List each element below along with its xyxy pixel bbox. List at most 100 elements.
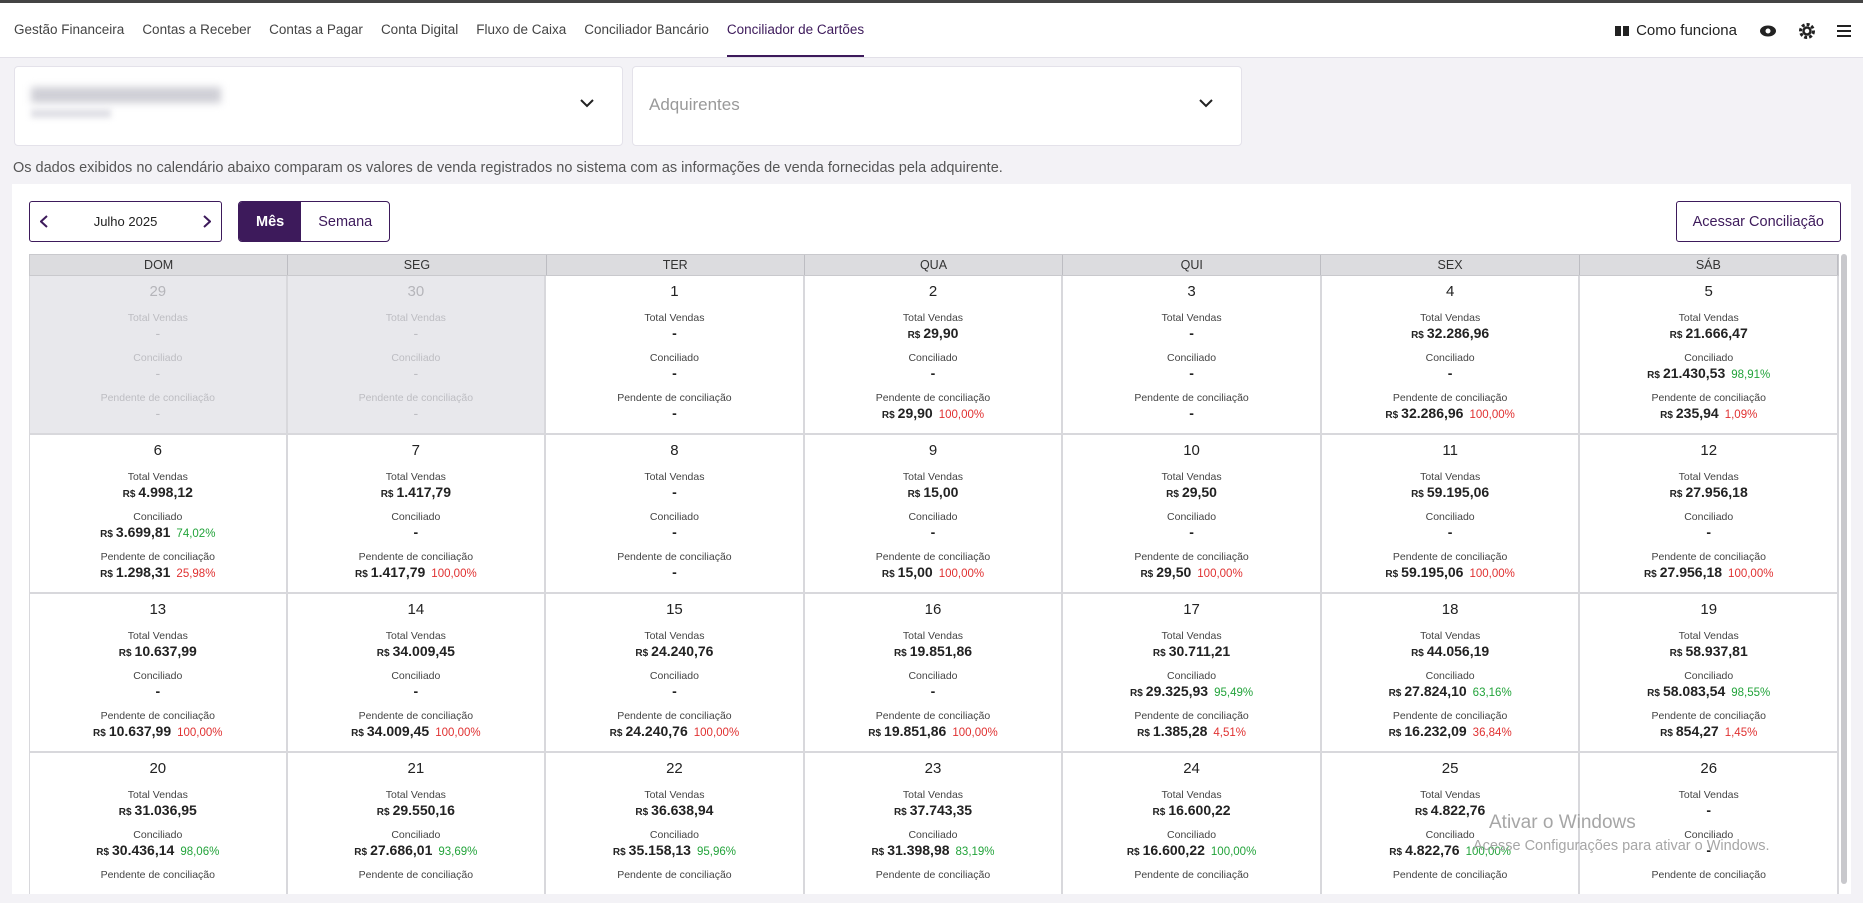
value: 29.550,16 [392, 802, 455, 818]
nav-item[interactable]: Fluxo de Caixa [476, 21, 567, 37]
empty-value: - [1706, 524, 1712, 540]
amount: R$ 16.232,09 36,84% [1322, 723, 1579, 748]
nav-item[interactable]: Contas a Pagar [269, 21, 363, 37]
weekday: QUA [805, 255, 1064, 275]
currency: R$ [1647, 688, 1660, 699]
amount: R$ 44.056,19 [1322, 643, 1579, 668]
empty-value: - [930, 365, 936, 381]
day-cell[interactable]: 12 Total Vendas R$ 27.956,18 Conciliado - Pend… [1580, 435, 1839, 594]
percentage: 100,00% [1197, 568, 1243, 580]
amount: - [288, 365, 545, 390]
nav-item[interactable]: Conciliador de Cartões [726, 3, 865, 57]
help-link[interactable]: Como funciona [1615, 22, 1737, 39]
day-cell[interactable]: 13 Total Vendas R$ 10.637,99 Conciliado - Pend… [29, 594, 288, 753]
value: 29.325,93 [1145, 683, 1209, 699]
value: 34.009,45 [366, 723, 430, 739]
amount: R$ 854,27 1,45% [1580, 723, 1837, 748]
value: 30.711,21 [1168, 643, 1231, 659]
prev-month[interactable] [40, 215, 48, 228]
settings-icon[interactable] [1799, 22, 1815, 39]
percentage: 93,69% [438, 846, 478, 858]
nav-item[interactable]: Conta Digital [380, 21, 459, 37]
nav-item[interactable]: Contas a Receber [142, 21, 252, 37]
day-cell[interactable]: 9 Total Vendas R$ 15,00 Conciliado - Pendente … [804, 435, 1064, 594]
day-cell[interactable]: 29 Total Vendas - Conciliado - Pendente de co… [29, 276, 288, 435]
day-cell[interactable]: 7 Total Vendas R$ 1.417,79 Conciliado - Penden… [287, 435, 547, 594]
day-cell[interactable]: 8 Total Vendas - Conciliado - Pendente de con… [546, 435, 805, 594]
label: Conciliado [649, 829, 699, 841]
day-cell[interactable]: 16 Total Vendas R$ 19.851,86 Conciliado - Pend… [804, 594, 1064, 753]
amount: R$ 27.956,18 100,00% [1580, 564, 1837, 589]
nav-item[interactable]: Gestão Financeira [14, 21, 125, 37]
value: 34.009,45 [392, 643, 455, 659]
access-button[interactable]: Acessar Conciliação [1675, 201, 1841, 242]
day-cell[interactable]: 17 Total Vendas R$ 30.711,21 Conciliado R$ 29.… [1063, 594, 1322, 753]
view-option[interactable]: Semana [318, 213, 373, 230]
weekday: QUI [1063, 255, 1322, 275]
day-cell[interactable]: 30 Total Vendas - Conciliado - Pendente de co… [287, 276, 547, 435]
day-cell[interactable]: 23 Total Vendas R$ 37.743,35 Conciliado R$ 31.… [805, 753, 1064, 894]
currency: R$ [1660, 410, 1673, 421]
currency: R$ [118, 807, 132, 818]
day-cell[interactable]: 15 Total Vendas R$ 24.240,76 Conciliado - Pend… [546, 594, 805, 753]
label: Conciliado [391, 829, 441, 841]
weekday: DOM [30, 255, 289, 275]
acquirer-select[interactable]: Adquirentes [632, 66, 1242, 146]
label: Pendente de conciliação [100, 551, 215, 563]
percentage: 1,09% [1724, 409, 1758, 421]
amount: R$ 16.600,22 [1063, 802, 1320, 827]
day-cell[interactable]: 10 Total Vendas R$ 29,50 Conciliado - Pendente… [1063, 435, 1322, 594]
label: Conciliado [133, 352, 183, 364]
day-cell[interactable]: 11 Total Vendas R$ 59.195,06 Conciliado - Pend… [1321, 435, 1581, 594]
day-cell[interactable]: 1 Total Vendas - Conciliado - Pendente de con… [546, 276, 805, 435]
value: 16.600,22 [1168, 802, 1231, 818]
company-select[interactable] [14, 66, 623, 146]
value: 29,50 [1181, 484, 1217, 500]
amount: - [1063, 365, 1320, 390]
currency: R$ [907, 489, 921, 500]
currency: R$ [609, 728, 623, 739]
nav-item[interactable]: Conciliador Bancário [584, 21, 709, 37]
currency: R$ [1411, 489, 1424, 500]
day-cell[interactable]: 26 Total Vendas - Conciliado - Pendente de co… [1580, 753, 1839, 894]
empty-value: - [930, 683, 936, 699]
day-cell[interactable]: 6 Total Vendas R$ 4.998,12 Conciliado R$ 3.699… [29, 435, 288, 594]
day-cell[interactable]: 19 Total Vendas R$ 58.937,81 Conciliado R$ 58.… [1580, 594, 1839, 753]
label: Pendente de conciliação [358, 551, 474, 563]
value: 58.937,81 [1685, 643, 1748, 659]
day-cell[interactable]: 5 Total Vendas R$ 21.666,47 Conciliado R$ 21.4… [1580, 276, 1839, 435]
label: Pendente de conciliação [617, 392, 732, 404]
day-cell[interactable]: 21 Total Vendas R$ 29.550,16 Conciliado R$ 27.… [288, 753, 547, 894]
day-cell[interactable]: 18 Total Vendas R$ 44.056,19 Conciliado R$ 27.… [1321, 594, 1581, 753]
day-cell[interactable]: 24 Total Vendas R$ 16.600,22 Conciliado R$ 16.… [1063, 753, 1322, 894]
currency: R$ [1669, 648, 1683, 659]
day-number: 12 [1700, 442, 1718, 459]
value: 27.824,10 [1404, 683, 1467, 699]
amount: - [288, 325, 545, 350]
day-cell[interactable]: 4 Total Vendas R$ 32.286,96 Conciliado - Pende… [1321, 276, 1581, 435]
next-month[interactable] [203, 215, 211, 228]
label: Pendente de conciliação [1651, 551, 1766, 563]
view-option[interactable]: Mês [239, 202, 302, 241]
day-cell[interactable]: 22 Total Vendas R$ 36.638,94 Conciliado R$ 35.… [546, 753, 805, 894]
eye-icon[interactable] [1759, 24, 1777, 38]
day-cell[interactable]: 2 Total Vendas R$ 29,90 Conciliado - Pendente … [804, 276, 1064, 435]
day-cell[interactable]: 14 Total Vendas R$ 34.009,45 Conciliado - Pend… [287, 594, 547, 753]
day-cell[interactable]: 25 Total Vendas R$ 4.822,76 Conciliado R$ 4.82… [1322, 753, 1581, 894]
day-cell[interactable]: 20 Total Vendas R$ 31.036,95 Conciliado R$ 30.… [29, 753, 288, 894]
day-number: 15 [666, 601, 683, 618]
label: Total Vendas [644, 789, 705, 801]
currency: R$ [122, 489, 136, 500]
value: 21.666,47 [1685, 325, 1748, 341]
currency: R$ [868, 728, 882, 739]
label: Pendente de conciliação [1651, 392, 1766, 404]
menu-icon[interactable] [1837, 24, 1851, 37]
amount: - [546, 683, 803, 708]
day-number: 7 [411, 442, 421, 459]
label: Total Vendas [385, 471, 446, 483]
currency: R$ [1137, 728, 1150, 739]
percentage: 98,06% [180, 846, 220, 858]
day-cell[interactable]: 3 Total Vendas - Conciliado - Pendente de con… [1063, 276, 1322, 435]
label: Pendente de conciliação [100, 710, 215, 722]
label: Pendente de conciliação [358, 710, 474, 722]
